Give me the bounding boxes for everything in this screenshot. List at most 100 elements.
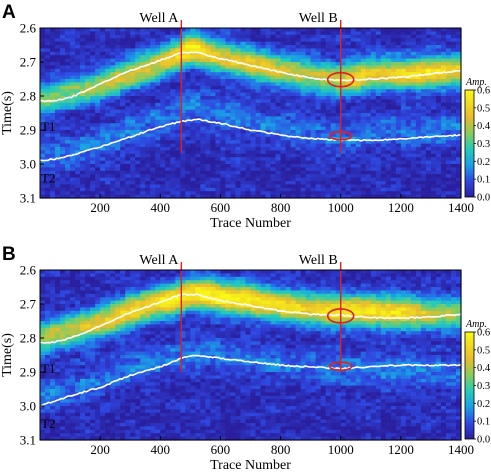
heatmap-cell — [235, 119, 242, 124]
heatmap-cell — [50, 133, 56, 138]
heatmap-cell — [315, 89, 322, 94]
heatmap-cell — [145, 48, 151, 53]
heatmap-cell — [145, 130, 151, 134]
heatmap-cell — [260, 140, 267, 145]
heatmap-cell — [270, 62, 277, 66]
heatmap-cell — [40, 270, 46, 274]
heatmap-cell — [345, 157, 352, 162]
heatmap-cell — [45, 96, 51, 100]
heatmap-cell — [155, 99, 161, 104]
heatmap-cell — [150, 167, 156, 172]
heatmap-cell — [415, 133, 422, 138]
heatmap-cell — [345, 68, 352, 73]
heatmap-cell — [40, 140, 46, 145]
heatmap-cell — [105, 297, 111, 302]
heatmap-cell — [365, 82, 372, 87]
heatmap-cell — [370, 31, 377, 36]
heatmap-cell — [70, 338, 76, 342]
heatmap-cell — [265, 72, 272, 77]
heatmap-cell — [80, 167, 86, 172]
heatmap-cell — [125, 167, 131, 172]
heatmap-cell — [105, 409, 111, 414]
heatmap-cell — [255, 191, 262, 196]
heatmap-cell — [195, 177, 201, 182]
heatmap-cell — [330, 140, 337, 145]
heatmap-cell — [185, 55, 191, 60]
heatmap-cell — [75, 68, 81, 73]
heatmap-cell — [95, 433, 101, 438]
heatmap-cell — [350, 55, 357, 60]
heatmap-cell — [335, 119, 342, 124]
heatmap-cell — [65, 307, 71, 312]
heatmap-cell — [100, 270, 106, 274]
heatmap-cell — [165, 170, 171, 175]
heatmap-cell — [300, 51, 307, 56]
heatmap-cell — [305, 174, 312, 179]
heatmap-cell — [140, 79, 146, 83]
heatmap-cell — [75, 72, 81, 77]
heatmap-cell — [75, 174, 81, 179]
heatmap-cell — [400, 191, 407, 196]
heatmap-cell — [190, 184, 196, 189]
heatmap-cell — [40, 314, 46, 319]
heatmap-cell — [220, 143, 227, 148]
heatmap-cell — [440, 140, 447, 145]
heatmap-cell — [60, 48, 66, 53]
heatmap-cell — [425, 68, 432, 73]
heatmap-cell — [90, 368, 96, 373]
heatmap-cell — [85, 89, 91, 94]
heatmap-cell — [245, 153, 252, 158]
heatmap-cell — [60, 113, 66, 117]
heatmap-cell — [230, 72, 237, 77]
heatmap-cell — [340, 194, 347, 199]
heatmap-cell — [100, 293, 106, 298]
heatmap-cell — [75, 290, 81, 295]
heatmap-cell — [275, 99, 282, 104]
heatmap-cell — [360, 99, 367, 104]
heatmap-cell — [405, 177, 412, 182]
heatmap-cell — [315, 143, 322, 148]
heatmap-cell — [135, 133, 141, 138]
heatmap-cell — [225, 113, 232, 117]
heatmap-cell — [215, 160, 222, 165]
heatmap-cell — [90, 34, 96, 39]
heatmap-cell — [290, 184, 297, 189]
heatmap-cell — [45, 412, 51, 417]
heatmap-cell — [85, 429, 91, 434]
heatmap-cell — [355, 34, 362, 39]
heatmap-cell — [60, 283, 66, 288]
heatmap-cell — [435, 48, 442, 53]
heatmap-cell — [110, 143, 116, 148]
heatmap-cell — [415, 150, 422, 155]
heatmap-cell — [215, 68, 222, 73]
heatmap-cell — [265, 194, 272, 199]
heatmap-cell — [340, 187, 347, 192]
heatmap-cell — [115, 92, 121, 97]
heatmap-cell — [300, 48, 307, 53]
heatmap-cell — [180, 130, 186, 134]
y-tick-label: 2.9 — [20, 123, 36, 138]
heatmap-cell — [375, 31, 382, 36]
heatmap-cell — [355, 58, 362, 63]
heatmap-cell — [50, 327, 56, 332]
heatmap-cell — [90, 402, 96, 407]
heatmap-cell — [90, 433, 96, 438]
heatmap-cell — [245, 147, 252, 151]
heatmap-cell — [150, 153, 156, 158]
heatmap-cell — [85, 331, 91, 336]
heatmap-cell — [230, 45, 237, 49]
heatmap-cell — [80, 348, 86, 353]
heatmap-cell — [290, 79, 297, 83]
heatmap-cell — [345, 187, 352, 192]
heatmap-cell — [190, 38, 196, 43]
heatmap-cell — [415, 174, 422, 179]
heatmap-cell — [390, 85, 397, 90]
heatmap-cell — [450, 167, 457, 172]
heatmap-cell — [60, 82, 66, 87]
heatmap-cell — [330, 191, 337, 196]
heatmap-cell — [120, 51, 126, 56]
heatmap-cell — [305, 45, 312, 49]
heatmap-cell — [85, 276, 91, 281]
heatmap-cell — [60, 423, 66, 427]
heatmap-cell — [215, 58, 222, 63]
